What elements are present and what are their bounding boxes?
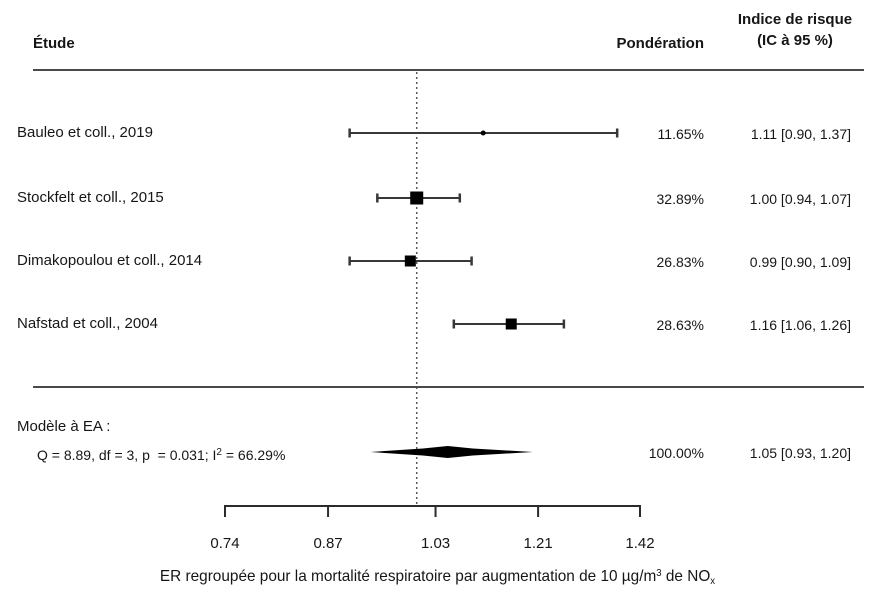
- pooled-model-label: Modèle à EA :: [17, 418, 111, 435]
- study-estimate: 1.16 [1.06, 1.26]: [749, 317, 851, 333]
- estimate-column-header-line2: (IC à 95 %): [757, 32, 833, 49]
- caption-text: ER regroupée pour la mortalité respirato…: [159, 568, 657, 585]
- study-estimate: 1.11 [0.90, 1.37]: [750, 126, 851, 142]
- study-estimate: 1.00 [0.94, 1.07]: [749, 191, 851, 207]
- header-rule: [33, 69, 864, 71]
- study-column-header: Étude: [33, 35, 75, 52]
- estimate-column-header: Indice de risque (IC à 95 %): [714, 9, 875, 51]
- heterogeneity-stats-text: Q = 8.89, df = 3, p = 0.031; I: [37, 447, 217, 463]
- heterogeneity-stats-suffix: = 66.29%: [221, 447, 286, 463]
- weight-column-header: Pondération: [616, 35, 704, 52]
- pooled-section-rule: [33, 386, 864, 388]
- x-axis-tick-label: 0.74: [210, 535, 239, 552]
- estimate-column-header-line1: Indice de risque: [737, 11, 853, 28]
- point-marker: [505, 318, 517, 330]
- caption-text-mid: de NO: [661, 568, 711, 585]
- study-estimate: 0.99 [0.90, 1.09]: [749, 254, 851, 270]
- x-axis-caption: ER regroupée pour la mortalité respirato…: [17, 568, 857, 587]
- point-marker: [410, 191, 424, 205]
- pooled-estimate: 1.05 [0.93, 1.20]: [749, 445, 851, 461]
- pooled-weight: 100.00%: [648, 445, 704, 461]
- i-squared-superscript: 2: [216, 447, 222, 458]
- study-label: Nafstad et coll., 2004: [17, 315, 158, 332]
- x-axis: [224, 505, 641, 517]
- pooled-diamond: [370, 446, 533, 458]
- caption-superscript-3: 3: [656, 568, 662, 579]
- study-label: Stockfelt et coll., 2015: [17, 189, 164, 206]
- point-marker: [404, 255, 416, 267]
- study-weight: 32.89%: [656, 191, 704, 207]
- caption-subscript-x: x: [710, 576, 716, 587]
- x-axis-tick-label: 1.21: [523, 535, 552, 552]
- x-axis-tick-label: 1.03: [421, 535, 450, 552]
- study-label: Dimakopoulou et coll., 2014: [17, 252, 203, 269]
- study-weight: 11.65%: [657, 126, 704, 142]
- point-marker: [480, 130, 486, 136]
- x-axis-tick-label: 0.87: [313, 535, 342, 552]
- study-weight: 28.63%: [656, 317, 704, 333]
- study-weight: 26.83%: [656, 254, 704, 270]
- x-axis-tick-label: 1.42: [625, 535, 654, 552]
- study-label: Bauleo et coll., 2019: [17, 124, 153, 141]
- heterogeneity-stats: Q = 8.89, df = 3, p = 0.031; I2 = 66.29%: [37, 445, 285, 468]
